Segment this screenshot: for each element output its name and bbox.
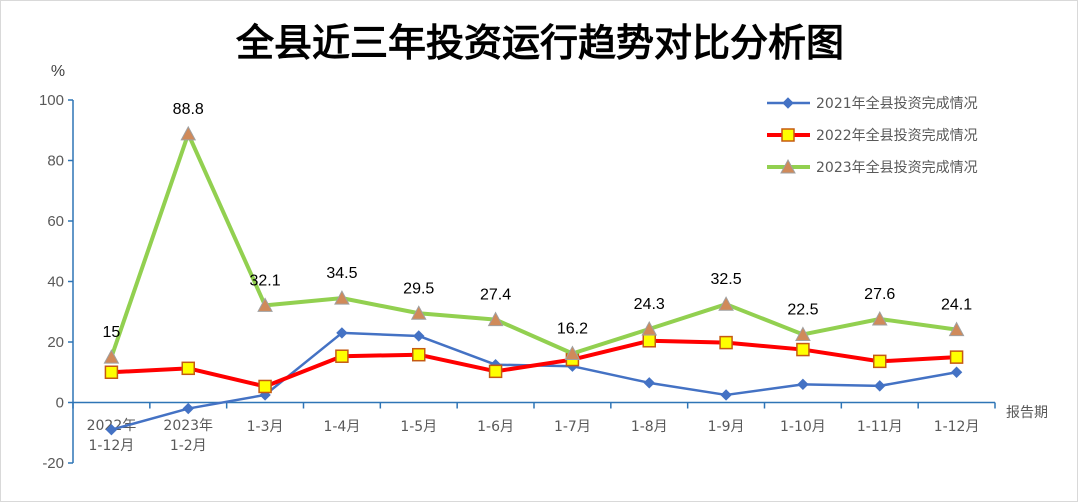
- point-square: [719, 335, 733, 350]
- point-diamond: [720, 389, 732, 401]
- data-label: 24.1: [941, 297, 972, 314]
- point-square: [488, 364, 503, 379]
- legend-label: 2022年全县投资完成情况: [816, 127, 978, 144]
- x-tick-label: 1-7月: [554, 419, 591, 435]
- point-triangle: [564, 345, 581, 360]
- point-diamond: [413, 330, 425, 342]
- y-tick-label: -20: [42, 455, 64, 472]
- data-labels: 15 88.8 32.1 34.5 29.5 27.4 16.2 24.3 32.5 22.5 27…: [103, 101, 973, 341]
- point-triangle: [795, 326, 811, 341]
- legend-label: 2021年全县投资完成情况: [816, 95, 978, 112]
- data-label: 32.1: [250, 272, 281, 289]
- series-line: [109, 131, 957, 358]
- data-label: 24.3: [634, 296, 665, 313]
- x-tick-label: 2023年 1-2月: [163, 418, 213, 454]
- legend-label: 2023年全县投资完成情况: [816, 159, 978, 176]
- data-label: 27.4: [480, 287, 511, 304]
- point-triangle: [410, 305, 427, 320]
- point-square: [181, 361, 195, 376]
- point-square: [335, 349, 349, 363]
- legend-item: 2023年全县投资完成情况: [767, 158, 978, 176]
- point-triangle: [641, 320, 658, 336]
- point-square: [873, 354, 887, 369]
- data-label: 16.2: [557, 320, 588, 337]
- point-diamond: [874, 380, 886, 392]
- x-tick-label: 1-11月: [857, 419, 903, 435]
- data-label: 27.6: [864, 286, 895, 303]
- data-label: 34.5: [326, 265, 357, 282]
- x-tick-label: 1-5月: [400, 419, 437, 435]
- point-square: [642, 334, 656, 348]
- x-tick-label: 2022年1-12月: [87, 418, 137, 454]
- point-diamond: [950, 366, 963, 378]
- data-label: 29.5: [403, 280, 434, 297]
- point-square: [104, 365, 119, 379]
- point-triangle: [780, 158, 796, 174]
- point-triangle: [334, 290, 350, 305]
- data-label: 22.5: [787, 301, 818, 318]
- point-square: [949, 350, 964, 364]
- point-diamond: [336, 327, 348, 339]
- data-label: 15: [103, 324, 121, 341]
- series-square: [104, 334, 964, 394]
- point-triangle: [103, 349, 120, 364]
- y-tick-label: 20: [47, 334, 64, 351]
- series-line: [111, 338, 957, 389]
- data-label: 32.5: [711, 271, 742, 288]
- y-tick-label: 40: [47, 274, 64, 291]
- x-tick-label: 1-3月: [247, 419, 284, 435]
- y-tick-label: 100: [39, 92, 64, 109]
- point-diamond: [105, 424, 118, 436]
- legend-item: 2021年全县投资完成情况: [767, 95, 978, 112]
- x-tick-label: 1-10月: [780, 419, 826, 435]
- point-diamond: [797, 378, 809, 391]
- y-tick-label: 0: [56, 395, 64, 412]
- point-triangle: [948, 321, 965, 337]
- series-lines: [103, 125, 965, 436]
- x-tick-label: 1-8月: [631, 419, 668, 435]
- point-diamond: [782, 97, 794, 109]
- y-axis-unit: %: [51, 63, 65, 80]
- chart-title: 全县近三年投资运行趋势对比分析图: [235, 20, 844, 65]
- point-square: [781, 128, 795, 142]
- data-label: 88.8: [173, 101, 204, 118]
- point-triangle: [180, 125, 197, 141]
- point-square: [258, 379, 272, 394]
- x-tick-label: 1-4月: [323, 419, 360, 435]
- point-triangle: [487, 311, 504, 327]
- x-tick-label: 1-6月: [477, 419, 514, 435]
- x-tick-label: 1-9月: [708, 419, 745, 435]
- x-tick-label: 1-12月: [934, 419, 980, 435]
- point-diamond: [643, 377, 655, 389]
- point-triangle: [257, 297, 273, 312]
- y-tick-label: 80: [47, 153, 64, 170]
- point-triangle: [718, 296, 734, 311]
- series-triangle: [103, 125, 965, 364]
- point-square: [796, 342, 810, 357]
- y-tick-label: 60: [47, 213, 64, 230]
- legend: 2021年全县投资完成情况 2022年全县投资完成情况 2023年全县投资完成情况: [767, 95, 978, 176]
- point-diamond: [182, 402, 194, 415]
- legend-item: 2022年全县投资完成情况: [767, 127, 978, 144]
- point-square: [412, 347, 426, 362]
- x-axis-label: 报告期: [1006, 405, 1048, 421]
- point-triangle: [871, 310, 888, 326]
